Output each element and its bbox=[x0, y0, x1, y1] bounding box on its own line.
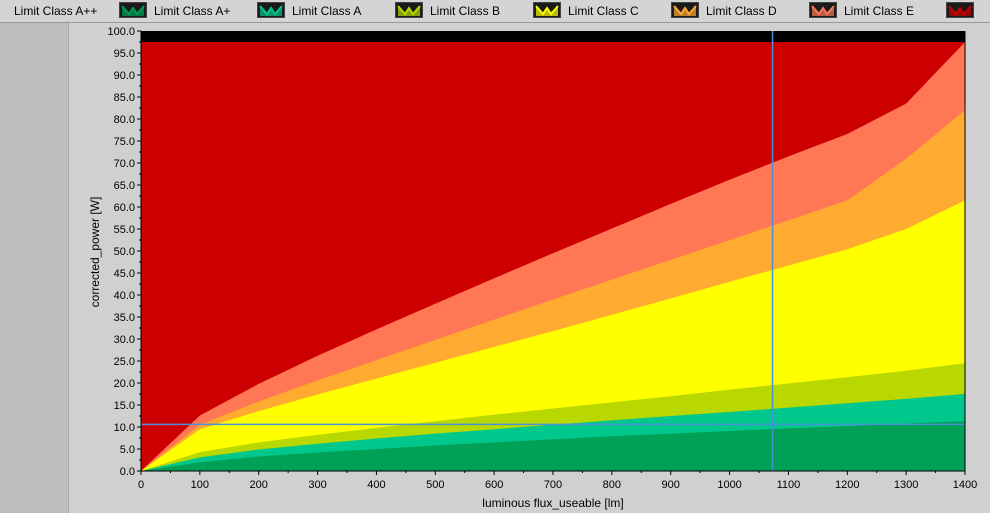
legend-label: Limit Class A+ bbox=[154, 4, 231, 18]
plot-areas bbox=[141, 31, 965, 471]
y-tick-label: 30.0 bbox=[114, 334, 135, 346]
legend-swatch-e[interactable] bbox=[809, 2, 837, 18]
legend-label: Limit Class C bbox=[568, 4, 639, 18]
y-tick-label: 85.0 bbox=[114, 92, 135, 104]
y-tick-label: 10.0 bbox=[114, 422, 135, 434]
x-tick-label: 400 bbox=[367, 479, 385, 491]
legend-swatch-b[interactable] bbox=[395, 2, 423, 18]
y-tick-label: 45.0 bbox=[114, 268, 135, 280]
y-axis-label: corrected_power [W] bbox=[88, 197, 102, 308]
y-tick-label: 55.0 bbox=[114, 224, 135, 236]
y-tick-label: 35.0 bbox=[114, 312, 135, 324]
x-axis-label: luminous flux_useable [lm] bbox=[482, 496, 623, 510]
x-tick-label: 1200 bbox=[835, 479, 859, 491]
series-limit-class-a- bbox=[141, 421, 965, 471]
y-tick-label: 5.0 bbox=[120, 444, 135, 456]
legend-swatch-a[interactable] bbox=[257, 2, 285, 18]
legend-swatch-d[interactable] bbox=[671, 2, 699, 18]
x-tick-label: 700 bbox=[544, 479, 562, 491]
y-tick-label: 0.0 bbox=[120, 466, 135, 478]
x-tick-label: 1100 bbox=[777, 479, 801, 491]
y-tick-label: 90.0 bbox=[114, 70, 135, 82]
legend-label: Limit Class B bbox=[430, 4, 501, 18]
legend-item-d[interactable]: Limit Class D bbox=[706, 0, 777, 22]
legend-label: Limit Class E bbox=[844, 4, 915, 18]
legend-label: Limit Class D bbox=[706, 4, 777, 18]
axes: 0.0 5.0 10.0 15.0 20.0 25.0 30.0 35.0 40.0 45.0 50… bbox=[107, 26, 977, 491]
legend-item-a-plus[interactable]: Limit Class A+ bbox=[154, 0, 230, 22]
x-tick-label: 600 bbox=[485, 479, 503, 491]
y-tick-label: 75.0 bbox=[114, 136, 135, 148]
legend-label: Limit Class A bbox=[292, 4, 362, 18]
legend-item-c[interactable]: Limit Class C bbox=[568, 0, 639, 22]
y-tick-label: 80.0 bbox=[114, 114, 135, 126]
x-tick-label: 1300 bbox=[894, 479, 918, 491]
x-tick-label: 100 bbox=[191, 479, 209, 491]
x-tick-label: 1400 bbox=[953, 479, 977, 491]
y-tick-label: 70.0 bbox=[114, 158, 135, 170]
x-tick-label: 300 bbox=[308, 479, 326, 491]
x-tick-label: 0 bbox=[138, 479, 144, 491]
y-tick-label: 25.0 bbox=[114, 356, 135, 368]
legend-item-e[interactable]: Limit Class E bbox=[844, 0, 914, 22]
x-tick-label: 900 bbox=[662, 479, 680, 491]
cursors bbox=[141, 31, 965, 471]
legend-item-b[interactable]: Limit Class B bbox=[430, 0, 500, 22]
y-tick-label: 65.0 bbox=[114, 180, 135, 192]
legend-bar: Limit Class A++ Limit Class A+ Limit Cla… bbox=[0, 0, 990, 23]
y-tick-label: 15.0 bbox=[114, 400, 135, 412]
y-tick-label: 20.0 bbox=[114, 378, 135, 390]
y-tick-label: 40.0 bbox=[114, 290, 135, 302]
left-panel bbox=[0, 23, 68, 513]
y-tick-label: 100.0 bbox=[107, 26, 135, 38]
x-tick-label: 200 bbox=[250, 479, 268, 491]
y-tick-label: 95.0 bbox=[114, 48, 135, 60]
x-tick-label: 800 bbox=[603, 479, 621, 491]
legend-label: Limit Class A++ bbox=[14, 4, 98, 18]
legend-swatch-last[interactable] bbox=[946, 2, 974, 18]
legend-item-a-plus-plus[interactable]: Limit Class A++ bbox=[14, 0, 97, 22]
y-tick-label: 60.0 bbox=[114, 202, 135, 214]
legend-item-a[interactable]: Limit Class A bbox=[292, 0, 361, 22]
legend-swatch-a-plus[interactable] bbox=[119, 2, 147, 18]
y-tick-label: 50.0 bbox=[114, 246, 135, 258]
x-tick-label: 500 bbox=[426, 479, 444, 491]
x-tick-label: 1000 bbox=[717, 479, 741, 491]
legend-swatch-c[interactable] bbox=[533, 2, 561, 18]
